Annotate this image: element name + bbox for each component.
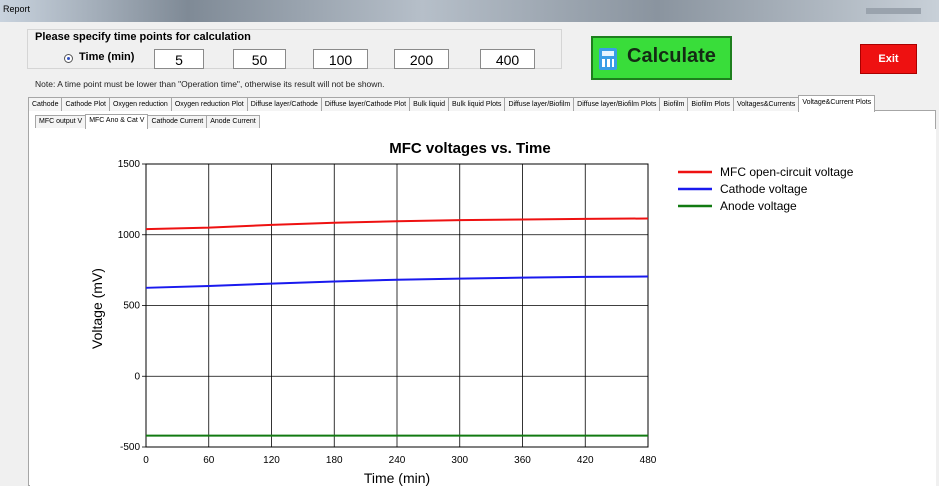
- x-tick-label: 60: [203, 455, 215, 466]
- subtab-cathode-current[interactable]: Cathode Current: [147, 115, 208, 128]
- x-tick-label: 0: [143, 455, 149, 466]
- time-input-4[interactable]: 200: [394, 49, 449, 69]
- tab-biofilm[interactable]: Biofilm: [659, 97, 689, 111]
- calculate-label: Calculate: [627, 45, 716, 67]
- x-tick-label: 120: [263, 455, 280, 466]
- time-points-heading: Please specify time points for calculati…: [35, 31, 251, 43]
- calculator-icon: [599, 48, 617, 70]
- legend-label-cathode-voltage: Cathode voltage: [720, 182, 808, 196]
- time-note: Note: A time point must be lower than "O…: [35, 79, 385, 89]
- series-line-cathode-voltage: [145, 275, 649, 289]
- tab-bulk-liquid-plots[interactable]: Bulk liquid Plots: [448, 97, 506, 111]
- time-input-5[interactable]: 400: [480, 49, 535, 69]
- tab-diffuse-layer-cathode-plot[interactable]: Diffuse layer/Cathode Plot: [320, 97, 411, 111]
- y-tick-label: 0: [134, 371, 140, 382]
- main-tab-strip: Cathode Cathode Plot Oxygen reduction Oxyge…: [28, 95, 876, 112]
- tab-bulk-liquid[interactable]: Bulk liquid: [409, 97, 450, 111]
- tab-cathode[interactable]: Cathode: [28, 97, 63, 111]
- series-line-mfc-open-circuit-voltage: [145, 217, 649, 231]
- subtab-mfc-output-v[interactable]: MFC output V: [35, 115, 87, 128]
- time-radio-button[interactable]: [64, 54, 73, 63]
- time-input-2[interactable]: 50: [233, 49, 286, 69]
- calculate-button[interactable]: Calculate: [591, 36, 732, 80]
- time-radio-label[interactable]: Time (min): [79, 51, 135, 63]
- x-tick-label: 300: [451, 455, 468, 466]
- voltage-chart: 0 60 120 180 240 300 360 420 480-500050010001500…: [89, 140, 854, 486]
- x-tick-label: 480: [640, 455, 657, 466]
- tab-biofilm-plots[interactable]: Biofilm Plots: [687, 97, 734, 111]
- sub-tab-strip: MFC output V MFC Ano & Cat V Cathode Curre…: [35, 114, 260, 129]
- tab-cathode-plot[interactable]: Cathode Plot: [61, 97, 110, 111]
- y-tick-label: 500: [123, 301, 140, 312]
- x-tick-label: 360: [514, 455, 531, 466]
- legend-label-mfc-open-circuit-voltage: MFC open-circuit voltage: [720, 165, 854, 179]
- time-input-3[interactable]: 100: [313, 49, 368, 69]
- tab-diffuse-layer-biofilm[interactable]: Diffuse layer/Biofilm: [504, 97, 575, 111]
- title-bar: Report: [0, 0, 939, 22]
- x-tick-label: 240: [389, 455, 406, 466]
- legend-label-anode-voltage: Anode voltage: [720, 199, 797, 213]
- tab-diffuse-layer-biofilm-plots[interactable]: Diffuse layer/Biofilm Plots: [573, 97, 661, 111]
- y-axis-label: Voltage (mV): [89, 268, 105, 349]
- time-points-group: [27, 29, 562, 69]
- tab-diffuse-layer-cathode[interactable]: Diffuse layer/Cathode: [246, 97, 322, 111]
- tab-voltage-current-plots[interactable]: Voltage&Current Plots: [798, 95, 876, 112]
- window-title: Report: [3, 4, 31, 14]
- tab-voltages-currents[interactable]: Voltages&Currents: [732, 97, 800, 111]
- tab-oxygen-reduction-plot[interactable]: Oxygen reduction Plot: [170, 97, 248, 111]
- window-controls[interactable]: [866, 8, 921, 14]
- time-input-1[interactable]: 5: [154, 49, 204, 69]
- x-axis-label: Time (min): [364, 470, 430, 486]
- subtab-anode-current[interactable]: Anode Current: [206, 115, 260, 128]
- exit-button[interactable]: Exit: [860, 44, 917, 74]
- chart-title: MFC voltages vs. Time: [389, 140, 550, 157]
- y-tick-label: 1000: [118, 230, 141, 241]
- y-tick-label: -500: [120, 442, 140, 453]
- y-tick-label: 1500: [118, 159, 141, 170]
- x-tick-label: 420: [577, 455, 594, 466]
- tab-oxygen-reduction[interactable]: Oxygen reduction: [108, 97, 172, 111]
- x-tick-label: 180: [326, 455, 343, 466]
- chart-area: 0 60 120 180 240 300 360 420 480 -500 0 500 1000 1500…: [30, 129, 936, 486]
- subtab-mfc-ano-cat-v[interactable]: MFC Ano & Cat V: [85, 114, 149, 129]
